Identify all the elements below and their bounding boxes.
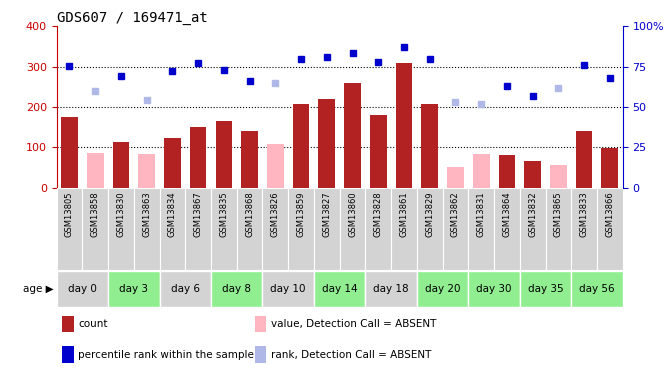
Bar xyxy=(190,127,206,188)
Bar xyxy=(575,131,593,188)
Bar xyxy=(61,117,78,188)
Bar xyxy=(314,271,366,307)
Bar xyxy=(57,271,108,307)
Bar xyxy=(524,161,541,188)
Text: GSM13805: GSM13805 xyxy=(65,192,74,237)
Text: day 10: day 10 xyxy=(270,284,306,294)
Text: GSM13834: GSM13834 xyxy=(168,192,177,237)
Text: GSM13860: GSM13860 xyxy=(348,192,357,237)
Text: percentile rank within the sample: percentile rank within the sample xyxy=(78,350,254,360)
Text: day 3: day 3 xyxy=(119,284,149,294)
Bar xyxy=(160,188,185,270)
Bar xyxy=(164,138,180,188)
Bar xyxy=(185,188,211,270)
Text: GSM13868: GSM13868 xyxy=(245,192,254,237)
Bar xyxy=(422,104,438,188)
Bar xyxy=(262,188,288,270)
Bar xyxy=(447,166,464,188)
Bar xyxy=(519,271,571,307)
Bar xyxy=(601,148,618,188)
Text: GSM13829: GSM13829 xyxy=(425,192,434,237)
Text: GSM13865: GSM13865 xyxy=(554,192,563,237)
Text: GSM13827: GSM13827 xyxy=(322,192,331,237)
Bar xyxy=(292,104,310,188)
Bar xyxy=(211,271,262,307)
Bar xyxy=(417,271,468,307)
Bar xyxy=(550,165,567,188)
Bar xyxy=(83,188,108,270)
Text: day 6: day 6 xyxy=(170,284,200,294)
Bar xyxy=(63,316,73,333)
Text: day 14: day 14 xyxy=(322,284,358,294)
Text: GSM13861: GSM13861 xyxy=(400,192,408,237)
Bar xyxy=(254,346,266,363)
Text: GSM13859: GSM13859 xyxy=(296,192,306,237)
Bar xyxy=(267,144,284,188)
Bar xyxy=(366,271,417,307)
Bar xyxy=(236,188,262,270)
Bar xyxy=(288,188,314,270)
Text: GSM13862: GSM13862 xyxy=(451,192,460,237)
Bar xyxy=(366,188,391,270)
Bar xyxy=(262,271,314,307)
Bar xyxy=(160,271,211,307)
Text: value, Detection Call = ABSENT: value, Detection Call = ABSENT xyxy=(270,320,436,329)
Bar xyxy=(473,154,490,188)
Bar xyxy=(468,271,519,307)
Text: GSM13864: GSM13864 xyxy=(502,192,511,237)
Bar xyxy=(519,188,545,270)
Text: GSM13863: GSM13863 xyxy=(142,192,151,237)
Bar xyxy=(57,188,83,270)
Bar xyxy=(370,115,387,188)
Bar xyxy=(344,84,361,188)
Bar xyxy=(139,154,155,188)
Text: GSM13828: GSM13828 xyxy=(374,192,383,237)
Text: GSM13833: GSM13833 xyxy=(579,192,589,237)
Text: GSM13831: GSM13831 xyxy=(477,192,486,237)
Bar xyxy=(108,188,134,270)
Bar xyxy=(340,188,366,270)
Bar xyxy=(494,188,519,270)
Bar xyxy=(87,153,104,188)
Text: day 30: day 30 xyxy=(476,284,511,294)
Text: GSM13826: GSM13826 xyxy=(271,192,280,237)
Text: day 20: day 20 xyxy=(425,284,460,294)
Text: GDS607 / 169471_at: GDS607 / 169471_at xyxy=(57,11,207,25)
Text: GSM13858: GSM13858 xyxy=(91,192,100,237)
Text: day 35: day 35 xyxy=(527,284,563,294)
Bar xyxy=(314,188,340,270)
Text: GSM13830: GSM13830 xyxy=(117,192,125,237)
Bar xyxy=(318,99,335,188)
Bar xyxy=(545,188,571,270)
Text: GSM13832: GSM13832 xyxy=(528,192,537,237)
Text: day 56: day 56 xyxy=(579,284,615,294)
Bar xyxy=(63,346,73,363)
Bar xyxy=(417,188,443,270)
Bar xyxy=(396,63,412,188)
Bar xyxy=(254,316,266,333)
Bar xyxy=(443,188,468,270)
Bar xyxy=(571,271,623,307)
Text: rank, Detection Call = ABSENT: rank, Detection Call = ABSENT xyxy=(270,350,431,360)
Text: day 18: day 18 xyxy=(374,284,409,294)
Bar xyxy=(468,188,494,270)
Bar xyxy=(499,155,515,188)
Text: GSM13867: GSM13867 xyxy=(194,192,202,237)
Text: GSM13866: GSM13866 xyxy=(605,192,614,237)
Bar xyxy=(108,271,160,307)
Bar xyxy=(113,142,129,188)
Text: GSM13835: GSM13835 xyxy=(219,192,228,237)
Bar xyxy=(134,188,160,270)
Text: day 0: day 0 xyxy=(68,284,97,294)
Bar xyxy=(391,188,417,270)
Bar xyxy=(241,131,258,188)
Bar xyxy=(216,121,232,188)
Text: day 8: day 8 xyxy=(222,284,251,294)
Text: count: count xyxy=(78,320,108,329)
Bar xyxy=(571,188,597,270)
Bar xyxy=(597,188,623,270)
Bar xyxy=(211,188,236,270)
Text: age ▶: age ▶ xyxy=(23,284,53,294)
